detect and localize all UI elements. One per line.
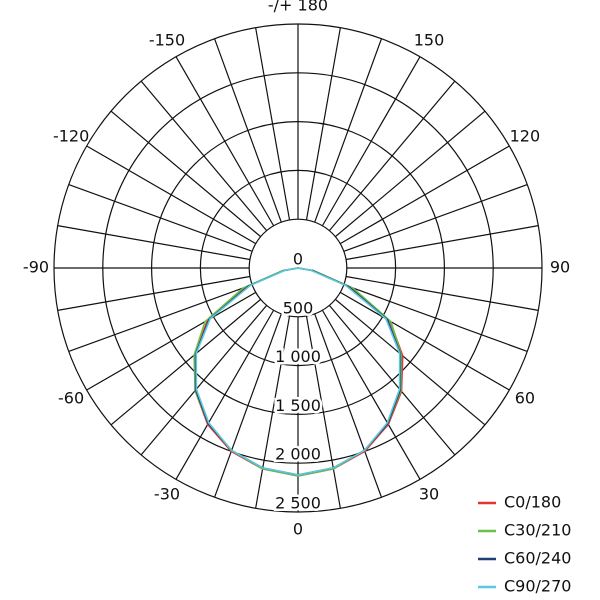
radial-label: 2 000: [275, 445, 321, 464]
angle-label: 60: [515, 389, 535, 408]
radial-label: 500: [283, 298, 314, 317]
angle-label: 150: [414, 31, 445, 50]
angle-label: -150: [149, 31, 185, 50]
angle-label: -/+ 180: [268, 0, 328, 15]
angle-label: 120: [510, 127, 541, 146]
ring: [102, 72, 494, 464]
angle-label: 30: [419, 484, 439, 503]
radial-label: 1 500: [275, 396, 321, 415]
ring: [151, 121, 445, 415]
radial-label: 1 000: [275, 347, 321, 366]
intensity-curve: [193, 267, 403, 477]
ring: [53, 23, 543, 513]
radial-label: 0: [293, 250, 303, 269]
radial-label: 2 500: [275, 494, 321, 513]
angle-label: 0: [293, 520, 303, 539]
legend-label: C90/270: [504, 577, 571, 596]
angle-label: -90: [23, 258, 49, 277]
intensity-curve: [195, 267, 401, 476]
ring: [248, 218, 348, 318]
angle-label: -30: [154, 484, 180, 503]
ring: [199, 169, 397, 367]
legend-label: C30/210: [504, 521, 571, 540]
angle-label: -60: [58, 389, 84, 408]
angle-label: 90: [550, 258, 570, 277]
legend-label: C60/240: [504, 549, 571, 568]
angle-label: -120: [53, 127, 89, 146]
legend-label: C0/180: [504, 493, 561, 512]
